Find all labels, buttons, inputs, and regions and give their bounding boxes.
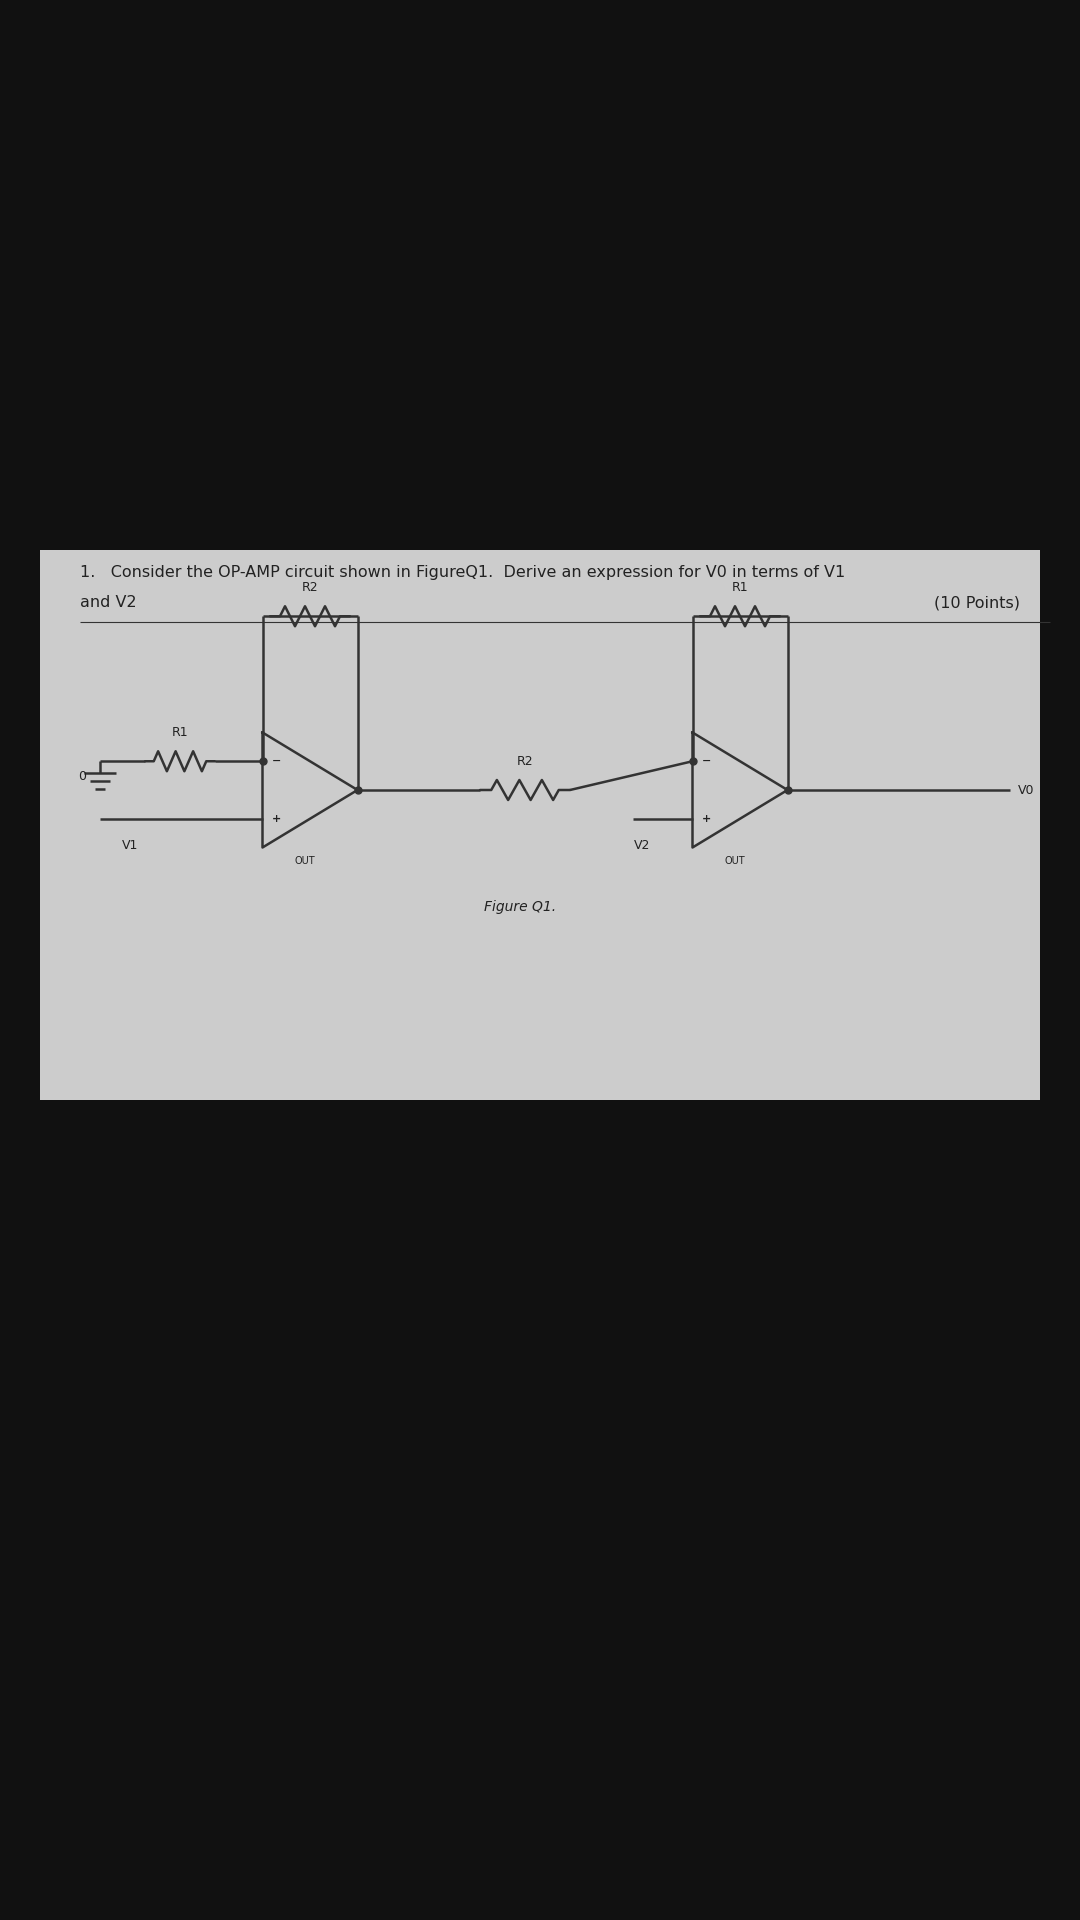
- Text: and V2: and V2: [80, 595, 137, 611]
- Text: Figure Q1.: Figure Q1.: [484, 900, 556, 914]
- Text: R2: R2: [516, 755, 534, 768]
- Text: +: +: [702, 814, 711, 824]
- Text: R1: R1: [731, 582, 748, 595]
- Text: V1: V1: [122, 839, 138, 852]
- FancyBboxPatch shape: [40, 549, 1040, 1100]
- Text: OUT: OUT: [725, 856, 745, 866]
- Text: V0: V0: [1018, 783, 1035, 797]
- Text: V2: V2: [634, 839, 650, 852]
- Text: 0: 0: [78, 770, 86, 783]
- Text: R1: R1: [172, 726, 188, 739]
- Text: −: −: [702, 756, 712, 766]
- Text: +: +: [272, 814, 281, 824]
- Text: OUT: OUT: [295, 856, 315, 866]
- Text: −: −: [272, 756, 281, 766]
- Text: 1.   Consider the OP-AMP circuit shown in FigureQ1.  Derive an expression for V0: 1. Consider the OP-AMP circuit shown in …: [80, 564, 846, 580]
- Text: R2: R2: [301, 582, 319, 595]
- Text: (10 Points): (10 Points): [934, 595, 1020, 611]
